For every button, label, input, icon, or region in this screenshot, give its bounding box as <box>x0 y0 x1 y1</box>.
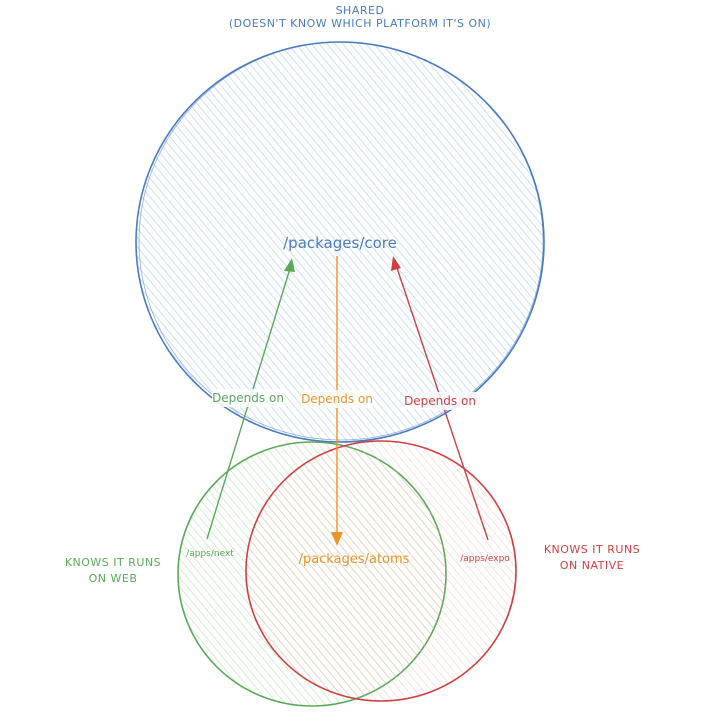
shared-subtitle: (DOESN'T KNOW WHICH PLATFORM IT'S ON) <box>229 17 491 30</box>
atoms-package-label: /packages/atoms <box>299 552 410 567</box>
native-label-line2: ON NATIVE <box>560 559 624 572</box>
shared-circle <box>135 41 545 443</box>
native-circle <box>245 440 517 702</box>
web-label-line1: KNOWS IT RUNS <box>65 556 161 569</box>
native-label-line1: KNOWS IT RUNS <box>544 543 640 556</box>
next-app-label: /apps/next <box>186 549 234 559</box>
core-package-label: /packages/core <box>283 234 397 252</box>
edge-label-atoms-depends: Depends on <box>301 392 373 406</box>
expo-app-label: /apps/expo <box>460 554 510 564</box>
shared-title: SHARED <box>336 4 385 17</box>
edge-label-expo-depends: Depends on <box>404 394 476 408</box>
web-label-line2: ON WEB <box>89 572 138 585</box>
edge-label-next-depends: Depends on <box>212 391 284 405</box>
